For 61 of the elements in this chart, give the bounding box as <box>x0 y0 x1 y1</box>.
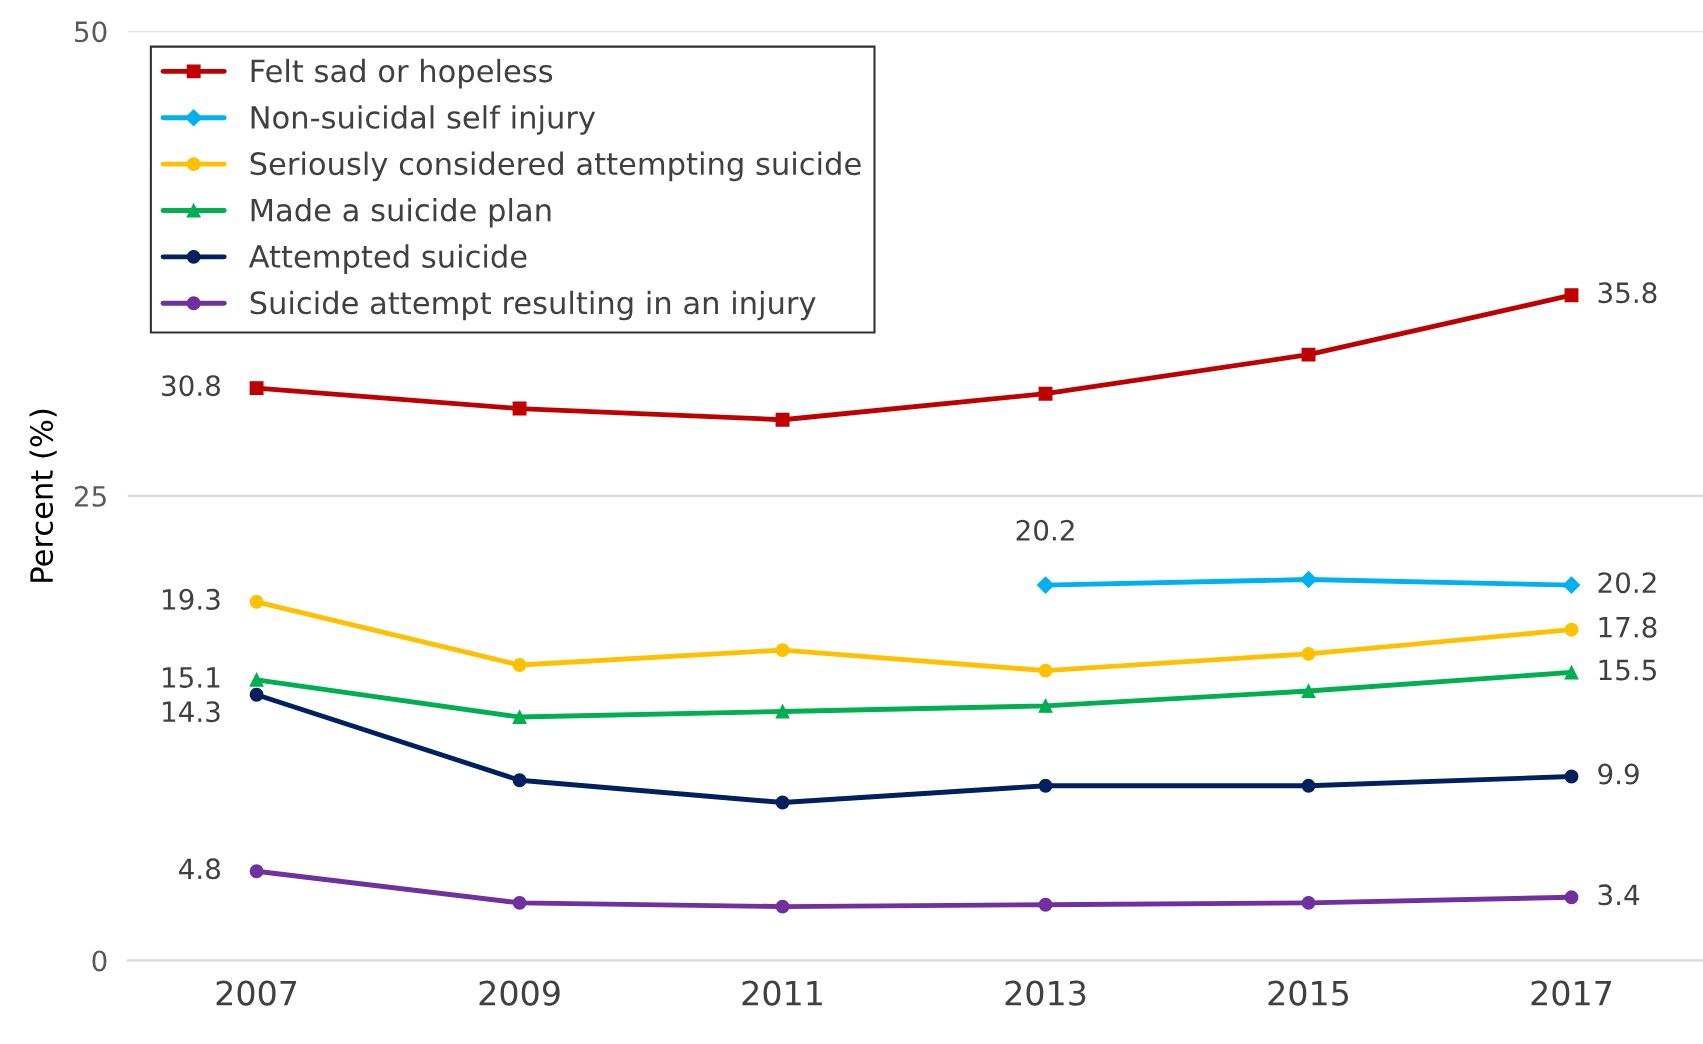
x-tick-label: 2013 <box>1005 980 1086 1006</box>
point <box>775 795 790 810</box>
point <box>249 864 264 879</box>
x-tick-label: 2011 <box>742 980 822 1006</box>
y-tick-label: 0 <box>92 950 107 972</box>
point <box>775 704 790 719</box>
point <box>1301 646 1316 661</box>
point <box>512 710 527 724</box>
legend-label: Suicide attempt resulting in an injury <box>250 290 816 321</box>
point <box>512 895 527 910</box>
x-tick-label: 2017 <box>1531 980 1612 1006</box>
point <box>1301 347 1316 362</box>
point <box>1301 684 1316 698</box>
data-label: 3.4 <box>1598 884 1640 906</box>
data-label: 20.2 <box>1598 572 1656 594</box>
data-label: 17.8 <box>1599 616 1657 638</box>
x-tick-label: 2007 <box>216 980 297 1006</box>
data-label: 30.8 <box>162 375 220 397</box>
data-label: 9.9 <box>1598 763 1639 785</box>
point <box>1038 778 1053 793</box>
point <box>1038 663 1053 678</box>
point <box>1564 665 1579 680</box>
point <box>1564 288 1579 303</box>
point <box>512 773 527 788</box>
data-label: 20.2 <box>1016 519 1074 541</box>
data-label: 15.1 <box>163 667 220 688</box>
legend-label: Attempted suicide <box>248 244 527 274</box>
point <box>1036 576 1055 594</box>
legend-label: Made a suicide plan <box>251 197 551 228</box>
point <box>249 672 264 687</box>
point <box>1301 778 1316 793</box>
point <box>775 899 790 914</box>
point <box>1564 769 1579 784</box>
point <box>775 643 790 658</box>
y-axis-title: Percent (%) <box>29 409 57 582</box>
point <box>249 594 264 609</box>
legend-label: Seriously considered attempting suicide <box>250 151 861 182</box>
data-label: 14.3 <box>163 701 220 723</box>
y-tick-label: 25 <box>74 485 106 507</box>
x-tick-label: 2015 <box>1268 980 1349 1006</box>
point <box>1038 897 1053 912</box>
data-label: 35.8 <box>1598 282 1657 304</box>
legend-label: Non-suicidal self injury <box>251 105 596 135</box>
data-label: 4.8 <box>179 858 220 880</box>
point <box>1564 890 1579 905</box>
x-tick-label: 2009 <box>479 980 560 1006</box>
point <box>1562 576 1581 594</box>
point <box>1038 698 1053 713</box>
point <box>512 401 527 416</box>
point <box>249 687 264 702</box>
legend-label: Felt sad or hopeless <box>251 58 553 89</box>
data-label: 19.3 <box>163 588 220 610</box>
y-tick-label: 50 <box>75 21 107 43</box>
point <box>1564 622 1579 637</box>
point <box>775 412 790 427</box>
point <box>1038 386 1053 401</box>
point <box>1301 895 1316 910</box>
point <box>512 658 527 672</box>
point <box>249 381 264 396</box>
point <box>1299 570 1318 589</box>
data-label: 15.5 <box>1599 659 1656 681</box>
